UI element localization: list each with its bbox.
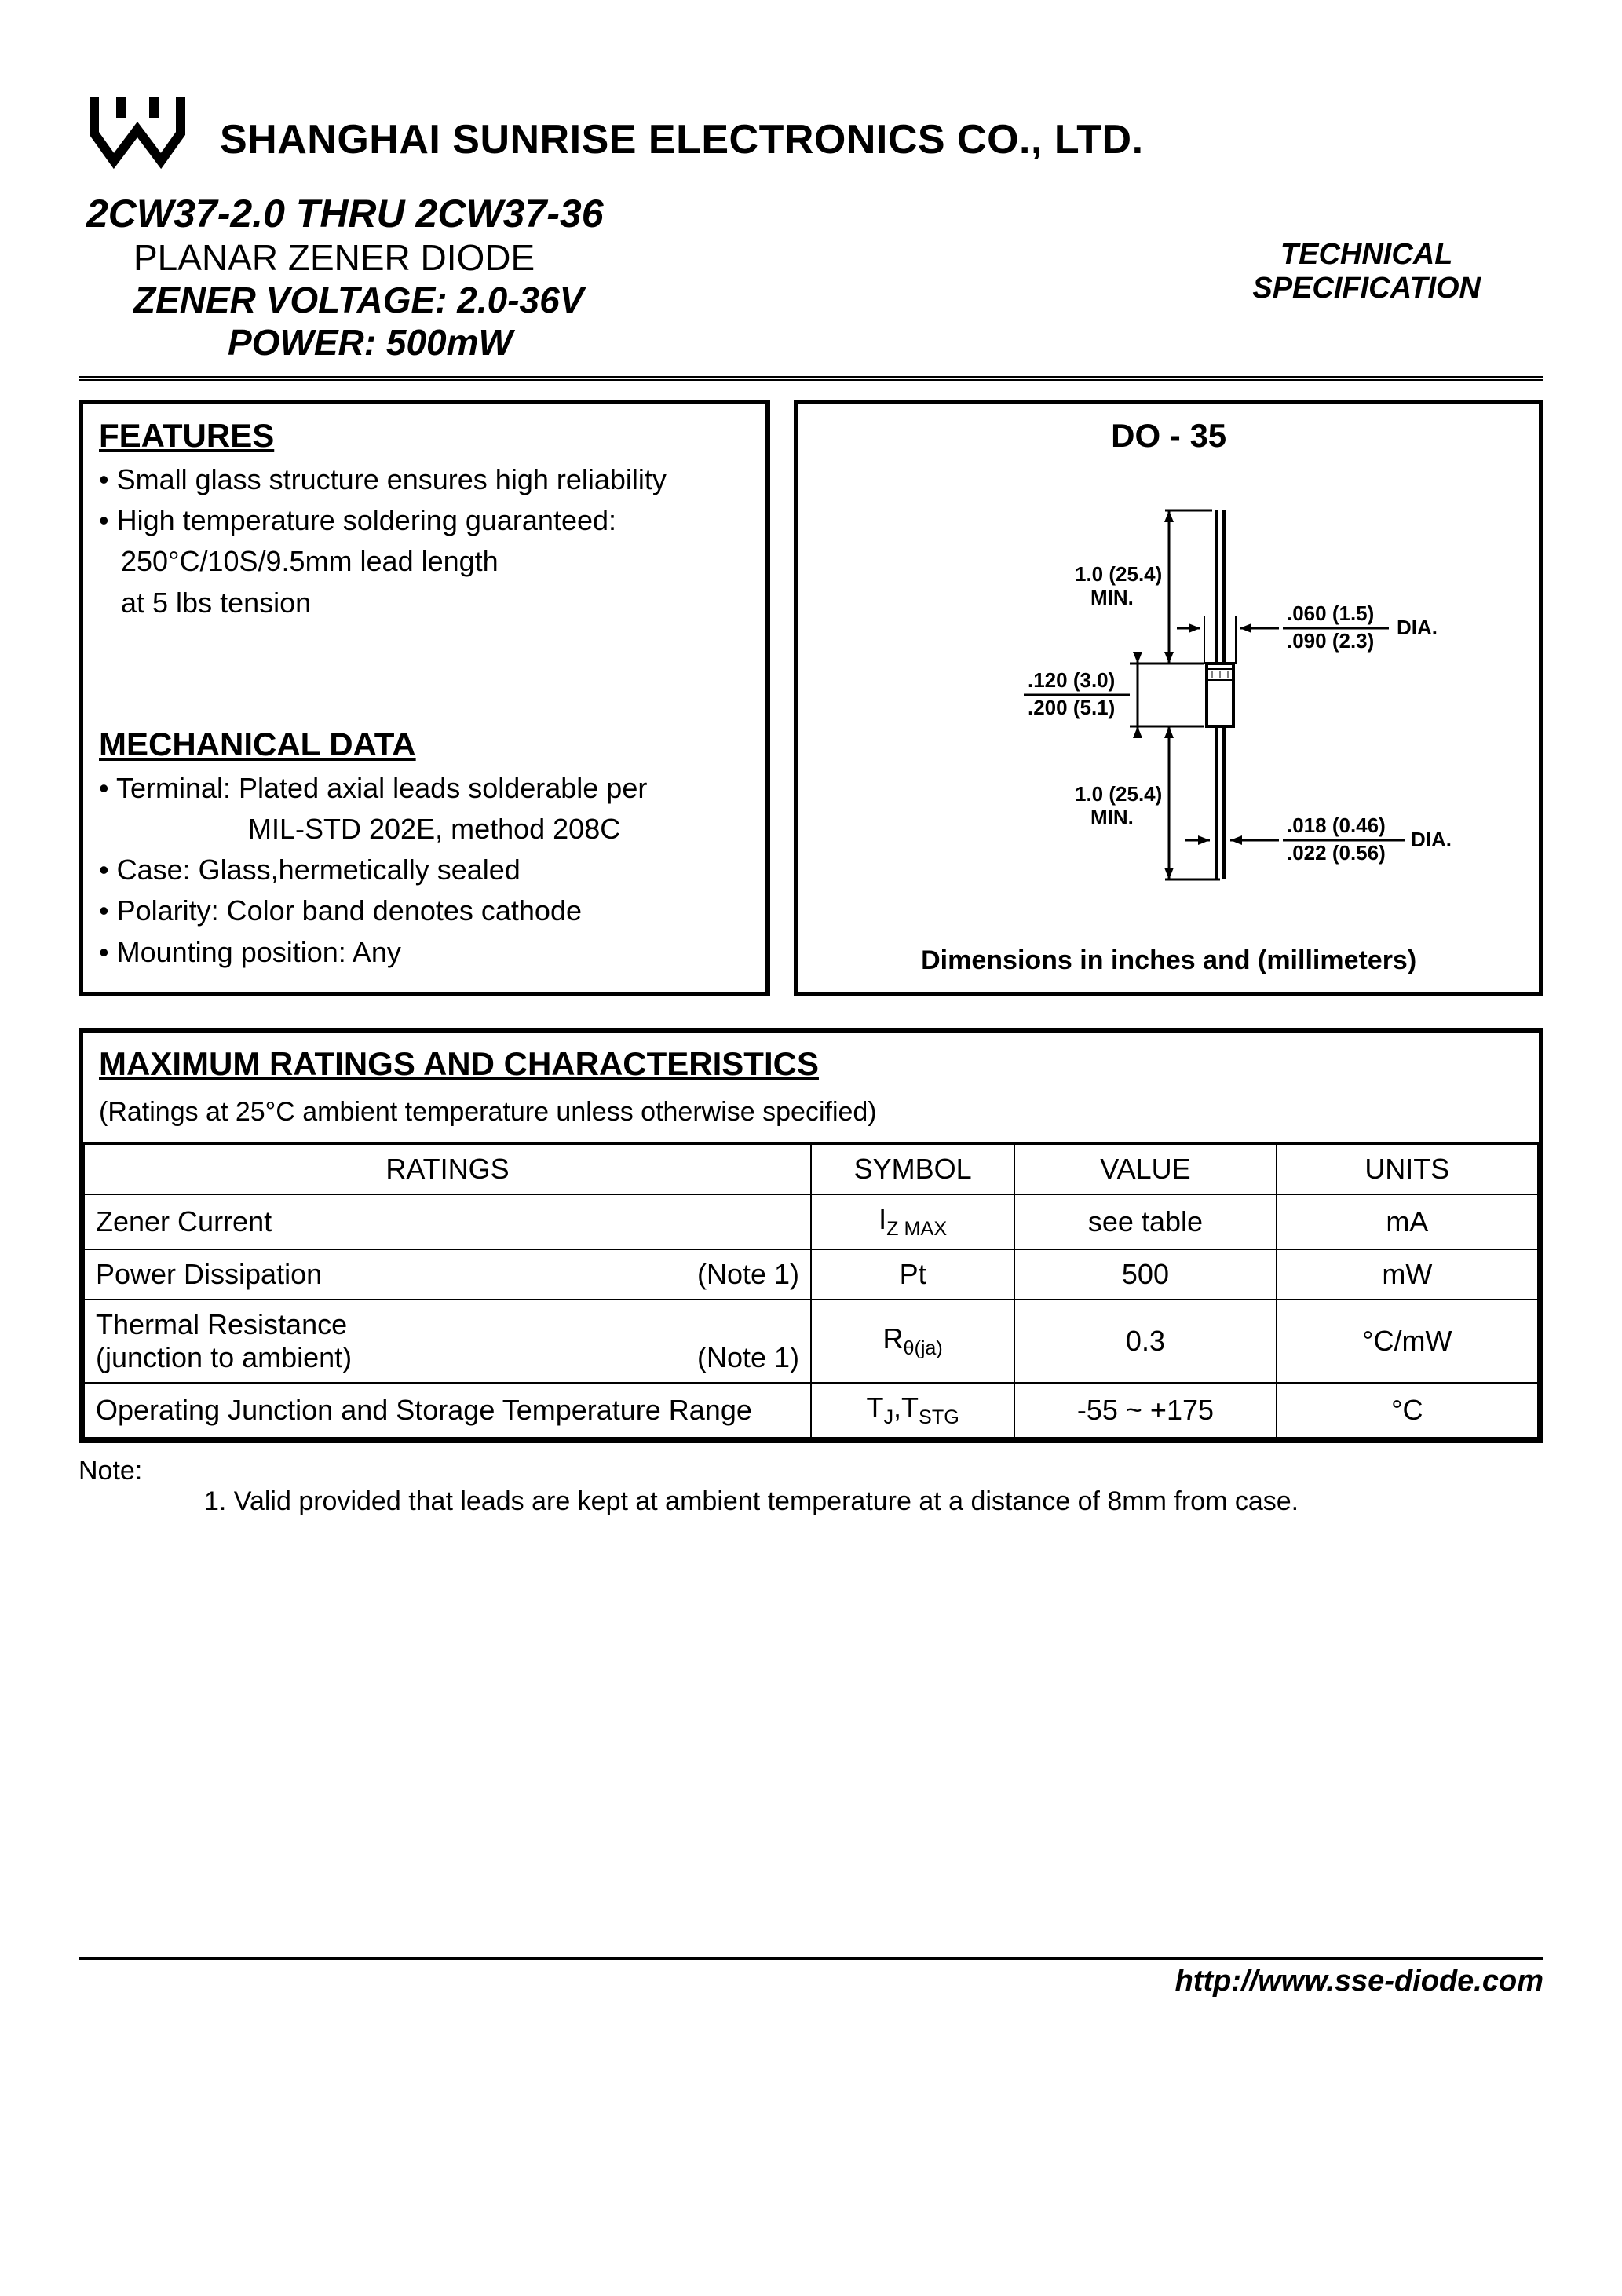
note-label: Note: [79, 1456, 1543, 1486]
zener-voltage: ZENER VOLTAGE: 2.0-36V [86, 279, 604, 321]
col-value: VALUE [1014, 1143, 1276, 1194]
rating-cell: Thermal Resistance(junction to ambient)(… [84, 1300, 811, 1383]
dim-lead-top: 1.0 (25.4) [1075, 562, 1162, 586]
note-1: 1. Valid provided that leads are kept at… [79, 1486, 1543, 1517]
dim-dia2: DIA. [1411, 828, 1452, 851]
mechanical-list: Terminal: Plated axial leads solderable … [99, 768, 750, 809]
dim-body-dia-bot: .090 (2.3) [1287, 629, 1374, 653]
features-mechanical-box: FEATURES Small glass structure ensures h… [79, 400, 770, 996]
mechanical-item: Case: Glass,hermetically sealed [99, 850, 750, 890]
dim-min-bot: MIN. [1090, 806, 1134, 829]
value-cell: 0.3 [1014, 1300, 1276, 1383]
value-cell: see table [1014, 1194, 1276, 1249]
table-row: Power Dissipation(Note 1)Pt500mW [84, 1249, 1538, 1300]
mechanical-item: Polarity: Color band denotes cathode [99, 890, 750, 931]
notes-section: Note: 1. Valid provided that leads are k… [79, 1450, 1543, 1517]
unit-cell: °C [1277, 1383, 1538, 1438]
value-cell: -55 ~ +175 [1014, 1383, 1276, 1438]
col-symbol: SYMBOL [811, 1143, 1014, 1194]
part-range: 2CW37-2.0 THRU 2CW37-36 [86, 191, 604, 236]
header-row: SHANGHAI SUNRISE ELECTRONICS CO., LTD. [79, 94, 1543, 185]
dim-min-top: MIN. [1090, 586, 1134, 609]
title-left: 2CW37-2.0 THRU 2CW37-36 PLANAR ZENER DIO… [79, 191, 604, 364]
two-column-section: FEATURES Small glass structure ensures h… [79, 400, 1543, 996]
unit-cell: mA [1277, 1194, 1538, 1249]
mechanical-heading: MECHANICAL DATA [99, 726, 750, 763]
power-rating: POWER: 500mW [86, 321, 604, 364]
package-title: DO - 35 [1111, 417, 1226, 455]
feature-subline: 250°C/10S/9.5mm lead length [99, 541, 750, 582]
company-logo-icon [79, 94, 196, 185]
company-name: SHANGHAI SUNRISE ELECTRONICS CO., LTD. [220, 116, 1144, 163]
product-type: PLANAR ZENER DIODE [86, 236, 604, 279]
ratings-box: MAXIMUM RATINGS AND CHARACTERISTICS (Rat… [79, 1028, 1543, 1443]
ratings-table: RATINGS SYMBOL VALUE UNITS Zener Current… [83, 1142, 1539, 1439]
dim-dia1: DIA. [1397, 616, 1438, 639]
unit-cell: mW [1277, 1249, 1538, 1300]
footer-url: http://www.sse-diode.com [79, 1957, 1543, 1998]
unit-cell: °C/mW [1277, 1300, 1538, 1383]
symbol-cell: IZ MAX [811, 1194, 1014, 1249]
mechanical-list-cont: Case: Glass,hermetically sealed Polarity… [99, 850, 750, 973]
tech-line2: SPECIFICATION [1252, 272, 1481, 305]
tech-line1: TECHNICAL [1252, 238, 1481, 272]
col-ratings: RATINGS [84, 1143, 811, 1194]
package-box: DO - 35 1.0 (25.4 [794, 400, 1543, 996]
dimensions-note: Dimensions in inches and (millimeters) [921, 945, 1416, 976]
rating-cell: Power Dissipation(Note 1) [84, 1249, 811, 1300]
title-block: 2CW37-2.0 THRU 2CW37-36 PLANAR ZENER DIO… [79, 191, 1543, 381]
col-units: UNITS [1277, 1143, 1538, 1194]
feature-item: High temperature soldering guaranteed: [99, 500, 750, 541]
dim-lead-dia-top: .018 (0.46) [1287, 813, 1386, 837]
dim-body-len-bot: .200 (5.1) [1028, 696, 1115, 719]
features-list: Small glass structure ensures high relia… [99, 459, 750, 541]
feature-subline: at 5 lbs tension [99, 583, 750, 623]
symbol-cell: Rθ(ja) [811, 1300, 1014, 1383]
dim-lead-dia-bot: .022 (0.56) [1287, 841, 1386, 865]
table-row: Zener CurrentIZ MAXsee tablemA [84, 1194, 1538, 1249]
ratings-heading: MAXIMUM RATINGS AND CHARACTERISTICS [83, 1045, 1539, 1097]
feature-item: Small glass structure ensures high relia… [99, 459, 750, 500]
technical-specification-label: TECHNICAL SPECIFICATION [1252, 191, 1543, 305]
features-heading: FEATURES [99, 417, 750, 455]
package-diagram: 1.0 (25.4) MIN. .060 (1.5) .090 (2.3) DI… [814, 470, 1523, 927]
rating-cell: Zener Current [84, 1194, 811, 1249]
dim-body-len-top: .120 (3.0) [1028, 668, 1115, 692]
symbol-cell: TJ,TSTG [811, 1383, 1014, 1438]
symbol-cell: Pt [811, 1249, 1014, 1300]
mechanical-item: Terminal: Plated axial leads solderable … [99, 768, 750, 809]
table-header-row: RATINGS SYMBOL VALUE UNITS [84, 1143, 1538, 1194]
mechanical-subline: MIL-STD 202E, method 208C [99, 809, 750, 850]
ratings-subheading: (Ratings at 25°C ambient temperature unl… [83, 1097, 1539, 1142]
mechanical-item: Mounting position: Any [99, 932, 750, 973]
rating-cell: Operating Junction and Storage Temperatu… [84, 1383, 811, 1438]
table-row: Thermal Resistance(junction to ambient)(… [84, 1300, 1538, 1383]
table-row: Operating Junction and Storage Temperatu… [84, 1383, 1538, 1438]
dim-body-dia-top: .060 (1.5) [1287, 601, 1374, 625]
value-cell: 500 [1014, 1249, 1276, 1300]
dim-lead-bot: 1.0 (25.4) [1075, 782, 1162, 806]
